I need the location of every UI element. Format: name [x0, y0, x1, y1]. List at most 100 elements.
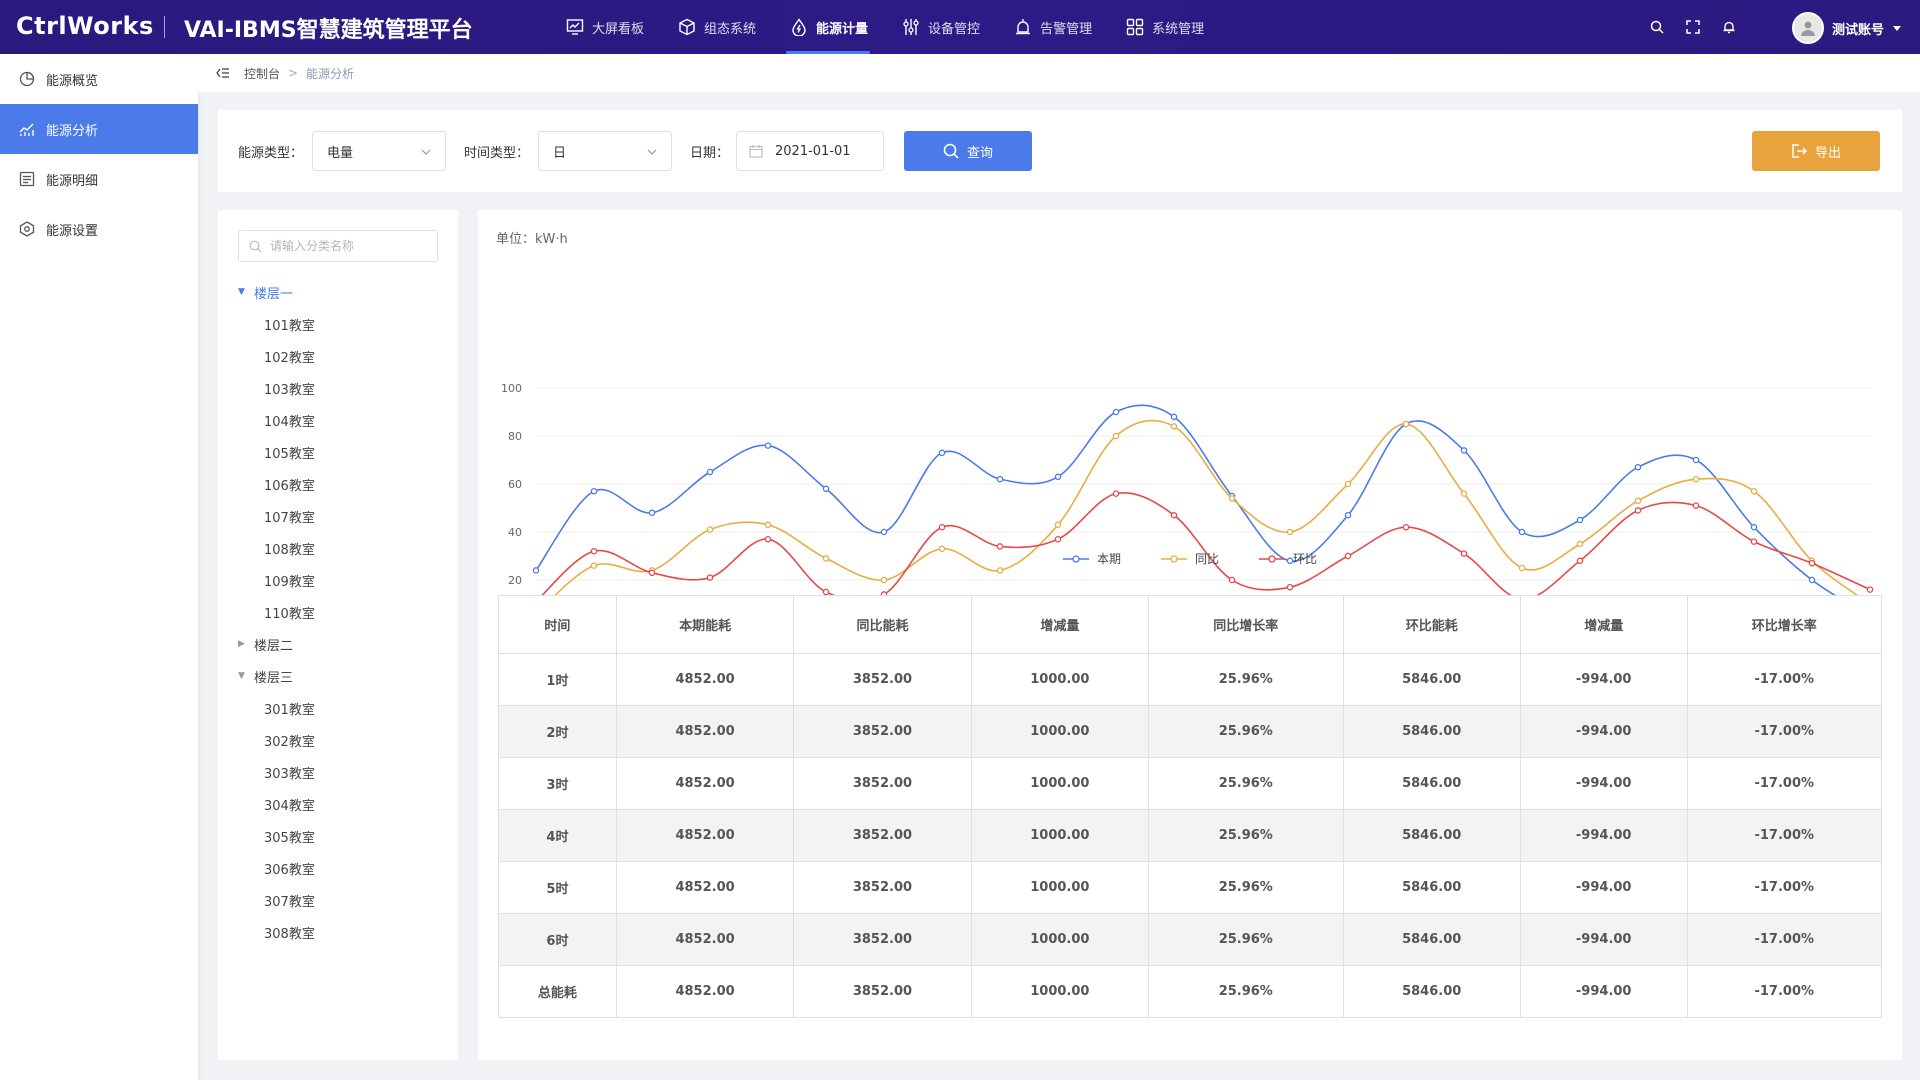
data-point[interactable]: [764, 521, 772, 529]
data-point[interactable]: [1112, 432, 1120, 440]
tree-node-floor2[interactable]: ▶ 楼层二: [238, 628, 438, 660]
data-point[interactable]: [1518, 564, 1526, 572]
data-point[interactable]: [1750, 487, 1758, 495]
data-point[interactable]: [1344, 480, 1352, 488]
data-point[interactable]: [1866, 586, 1874, 593]
time-type-select[interactable]: 日: [538, 131, 672, 171]
data-point[interactable]: [1112, 408, 1120, 416]
energy-type-select[interactable]: 电量: [312, 131, 446, 171]
data-point[interactable]: [1750, 523, 1758, 531]
tree-leaf-room[interactable]: 303教室: [264, 766, 315, 782]
tree-leaf-room[interactable]: 306教室: [264, 862, 315, 878]
data-point[interactable]: [1808, 576, 1816, 584]
fullscreen-icon[interactable]: [1682, 16, 1704, 38]
tree-leaf-room[interactable]: 304教室: [264, 798, 315, 814]
sidebar-item-analysis[interactable]: 能源分析: [0, 104, 198, 154]
data-point[interactable]: [1054, 535, 1062, 543]
search-icon[interactable]: [1646, 16, 1668, 38]
tree-leaf-room[interactable]: 103教室: [264, 382, 315, 398]
data-point[interactable]: [1692, 456, 1700, 464]
data-point[interactable]: [822, 485, 830, 493]
bell-icon[interactable]: [1718, 16, 1740, 38]
data-point[interactable]: [1286, 557, 1294, 565]
data-point[interactable]: [1054, 473, 1062, 481]
tree-leaf-room[interactable]: 107教室: [264, 510, 315, 526]
data-point[interactable]: [1692, 475, 1700, 483]
data-point[interactable]: [1460, 447, 1468, 454]
data-point[interactable]: [1228, 576, 1236, 584]
tree-leaf-room[interactable]: 307教室: [264, 894, 315, 910]
data-point[interactable]: [1518, 528, 1526, 536]
data-point[interactable]: [706, 468, 714, 476]
data-point[interactable]: [648, 509, 656, 517]
collapse-menu-icon[interactable]: [216, 67, 230, 79]
data-point[interactable]: [938, 545, 946, 553]
data-point[interactable]: [1112, 490, 1120, 497]
tree-leaf-room[interactable]: 308教室: [264, 926, 315, 942]
tree-leaf-room[interactable]: 305教室: [264, 830, 315, 846]
data-point[interactable]: [1054, 521, 1062, 529]
data-point[interactable]: [996, 543, 1004, 550]
data-point[interactable]: [1170, 423, 1178, 430]
sidebar-item-settings[interactable]: 能源设置: [0, 204, 198, 254]
data-point[interactable]: [1170, 413, 1178, 421]
data-point[interactable]: [822, 588, 830, 596]
tree-leaf-room[interactable]: 301教室: [264, 702, 315, 718]
data-point[interactable]: [1576, 516, 1584, 524]
data-point[interactable]: [880, 528, 888, 536]
data-point[interactable]: [1576, 540, 1584, 548]
data-point[interactable]: [590, 547, 598, 555]
export-button[interactable]: 导出: [1752, 131, 1880, 171]
tree-leaf-room[interactable]: 110教室: [264, 606, 315, 622]
tree-node-floor1[interactable]: ▼ 楼层一: [238, 276, 438, 308]
data-point[interactable]: [996, 475, 1004, 483]
data-point[interactable]: [1170, 511, 1178, 519]
tree-leaf-room[interactable]: 302教室: [264, 734, 315, 750]
data-point[interactable]: [1634, 507, 1642, 514]
data-point[interactable]: [1576, 557, 1584, 565]
tree-leaf-room[interactable]: 102教室: [264, 350, 315, 366]
legend-item[interactable]: 本期: [1062, 550, 1121, 567]
tree-leaf-room[interactable]: 105教室: [264, 446, 315, 462]
data-point[interactable]: [1460, 550, 1468, 557]
nav-item-system[interactable]: 系统管理: [1108, 0, 1220, 54]
tree-leaf-room[interactable]: 104教室: [264, 414, 315, 430]
data-point[interactable]: [822, 555, 830, 562]
nav-item-alarm[interactable]: 告警管理: [996, 0, 1108, 54]
data-point[interactable]: [1228, 495, 1236, 502]
legend-item[interactable]: 环比: [1259, 550, 1317, 567]
nav-item-energy[interactable]: 能源计量: [772, 0, 884, 54]
data-point[interactable]: [764, 535, 772, 543]
data-point[interactable]: [1460, 490, 1468, 497]
tree-leaf-room[interactable]: 109教室: [264, 574, 315, 590]
data-point[interactable]: [1286, 528, 1294, 536]
tree-leaf-room[interactable]: 101教室: [264, 318, 315, 334]
breadcrumb-root[interactable]: 控制台: [244, 66, 281, 81]
legend-item[interactable]: 同比: [1160, 550, 1219, 567]
tree-node-floor3[interactable]: ▼ 楼层三: [238, 660, 438, 692]
data-point[interactable]: [996, 567, 1004, 574]
data-point[interactable]: [880, 576, 888, 584]
tree-leaf-room[interactable]: 106教室: [264, 478, 315, 494]
data-point[interactable]: [706, 574, 714, 581]
data-point[interactable]: [706, 526, 714, 533]
data-point[interactable]: [1808, 559, 1816, 567]
data-point[interactable]: [590, 562, 598, 569]
data-point[interactable]: [1634, 463, 1642, 471]
data-point[interactable]: [1402, 420, 1410, 428]
sidebar-item-detail[interactable]: 能源明细: [0, 154, 198, 204]
data-point[interactable]: [1402, 523, 1410, 531]
query-button[interactable]: 查询: [904, 131, 1032, 171]
data-point[interactable]: [1692, 502, 1700, 509]
data-point[interactable]: [1634, 497, 1642, 505]
data-point[interactable]: [1750, 538, 1758, 545]
nav-item-device[interactable]: 设备管控: [884, 0, 996, 54]
nav-item-dashboard[interactable]: 大屏看板: [548, 0, 660, 54]
data-point[interactable]: [938, 449, 946, 457]
tree-search-input[interactable]: [270, 239, 430, 253]
data-point[interactable]: [1344, 552, 1352, 560]
data-point[interactable]: [764, 442, 772, 449]
data-point[interactable]: [590, 487, 598, 495]
data-point[interactable]: [938, 523, 946, 531]
sidebar-item-overview[interactable]: 能源概览: [0, 54, 198, 104]
